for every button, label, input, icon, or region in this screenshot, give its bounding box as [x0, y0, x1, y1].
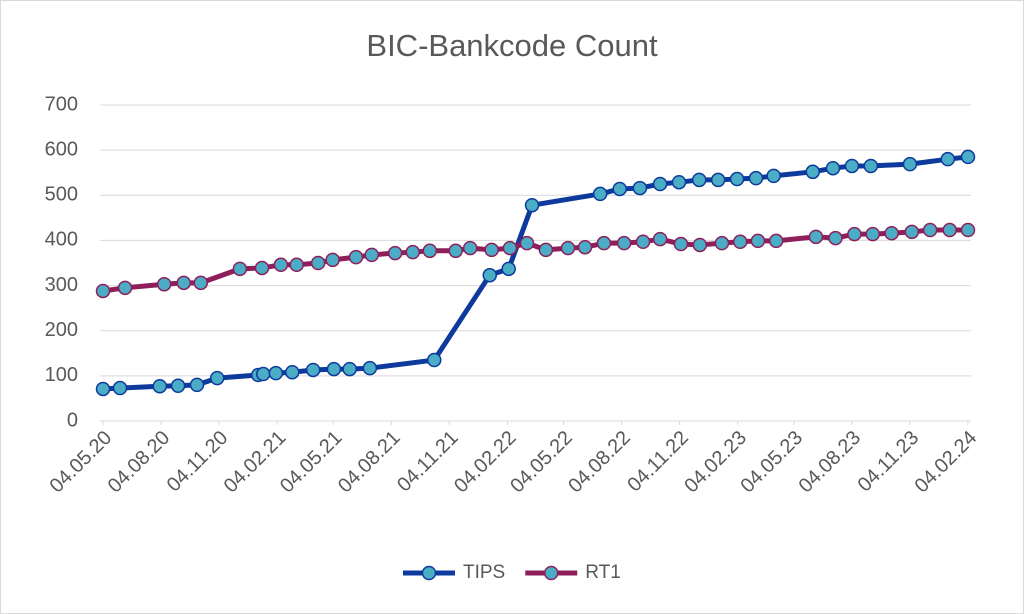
legend-marker	[543, 565, 559, 581]
legend-label: TIPS	[463, 562, 505, 583]
data-point	[847, 226, 862, 242]
data-point	[364, 247, 380, 263]
data-point	[671, 174, 687, 190]
data-point	[710, 172, 726, 188]
data-point	[422, 243, 438, 259]
data-point	[828, 230, 843, 246]
data-point	[732, 234, 748, 250]
data-point	[714, 235, 730, 251]
data-point	[254, 260, 270, 276]
data-point	[95, 283, 111, 299]
data-point	[766, 168, 781, 184]
data-point	[362, 360, 378, 376]
data-point	[940, 151, 956, 167]
data-point	[960, 149, 976, 165]
data-point	[519, 235, 535, 251]
data-point	[305, 362, 321, 378]
data-point	[501, 261, 516, 277]
data-point	[193, 275, 209, 291]
data-point	[117, 280, 133, 296]
data-point	[863, 158, 879, 174]
data-point	[342, 361, 357, 377]
y-tick-label: 500	[45, 184, 78, 206]
data-point	[310, 255, 326, 271]
data-point	[922, 222, 938, 238]
data-point	[844, 158, 860, 174]
data-point	[268, 365, 284, 381]
data-point	[348, 249, 364, 265]
data-point	[691, 172, 707, 188]
data-point	[884, 225, 899, 241]
data-point	[170, 378, 186, 394]
y-tick-label: 400	[45, 229, 78, 251]
data-point	[596, 235, 612, 251]
data-point	[673, 236, 689, 252]
chart-title: BIC-Bankcode Count	[366, 28, 658, 63]
data-point	[768, 233, 784, 249]
y-tick-label: 600	[45, 138, 78, 160]
data-point	[692, 237, 708, 253]
data-point	[112, 380, 128, 396]
data-point	[805, 164, 821, 180]
data-point	[502, 240, 518, 256]
data-point	[326, 361, 342, 377]
data-point	[405, 244, 421, 260]
data-point	[729, 171, 745, 187]
y-tick-label: 0	[67, 409, 78, 431]
data-point	[462, 240, 478, 256]
data-point	[577, 239, 593, 255]
data-point	[960, 222, 976, 238]
data-point	[209, 370, 225, 386]
data-point	[632, 180, 648, 196]
data-point	[387, 245, 403, 261]
data-point	[748, 170, 764, 186]
data-point	[176, 275, 192, 291]
legend-label: RT1	[585, 562, 621, 583]
data-point	[616, 235, 632, 251]
data-point	[902, 156, 918, 172]
data-point	[325, 252, 340, 268]
y-tick-label: 100	[45, 364, 78, 386]
data-point	[592, 186, 608, 202]
data-point	[825, 160, 841, 176]
data-point	[538, 242, 554, 258]
legend-marker	[421, 565, 437, 581]
data-point	[560, 240, 576, 256]
y-tick-label: 700	[45, 93, 78, 115]
data-point	[448, 243, 463, 259]
data-point	[256, 366, 271, 382]
data-point	[95, 381, 111, 397]
data-point	[426, 352, 442, 368]
data-point	[652, 176, 668, 192]
data-point	[750, 233, 766, 249]
data-point	[482, 267, 498, 283]
data-point	[232, 261, 248, 277]
y-tick-label: 300	[45, 274, 78, 296]
data-point	[273, 257, 289, 273]
data-point	[289, 257, 304, 273]
data-point	[189, 377, 205, 393]
data-point	[942, 222, 957, 238]
data-point	[904, 224, 920, 240]
data-point	[156, 276, 172, 292]
data-point	[635, 234, 651, 250]
data-point	[652, 231, 668, 247]
data-point	[285, 364, 300, 380]
y-tick-label: 200	[45, 319, 78, 341]
data-point	[808, 229, 824, 245]
data-point	[612, 181, 627, 197]
data-point	[152, 378, 168, 394]
data-point	[524, 197, 540, 213]
data-point	[484, 242, 499, 258]
data-point	[865, 226, 880, 242]
